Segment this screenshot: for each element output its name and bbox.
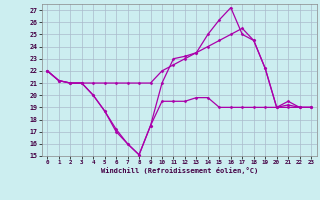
X-axis label: Windchill (Refroidissement éolien,°C): Windchill (Refroidissement éolien,°C) xyxy=(100,167,258,174)
